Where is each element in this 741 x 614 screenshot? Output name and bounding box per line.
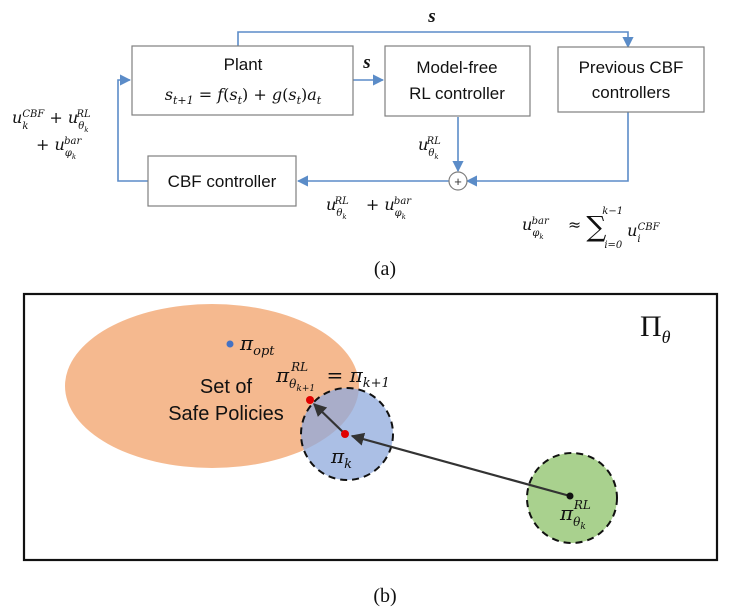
- prevcbf-to-sum-line: [465, 112, 629, 187]
- state-label-mid: s: [362, 52, 370, 73]
- plant-box: [131, 45, 354, 116]
- policy-space-diagram: Πθ Set of Safe Policies πopt πk πθkRL πθ…: [22, 292, 719, 607]
- cbf-controller-box: [147, 155, 297, 207]
- plant-equation: st+1 = f(st) + g(st)at: [165, 85, 322, 107]
- state-label-top: s: [427, 6, 435, 27]
- safe-set-line1: Set of: [200, 376, 253, 398]
- rl-to-pik-arrow: [350, 432, 571, 498]
- prev-cbf-box: [557, 46, 705, 113]
- block-diagram: Plant st+1 = f(st) + g(st)at Model-free …: [12, 6, 705, 280]
- rl-controller-box: [384, 45, 531, 117]
- cbf-to-plant-line: [117, 74, 148, 182]
- pi-opt-dot: [226, 340, 234, 348]
- plant-title: Plant: [224, 55, 263, 74]
- sum-junction: [448, 171, 468, 191]
- rl-output-label: uθkRL: [418, 135, 441, 161]
- rl-controller-line2: RL controller: [409, 84, 505, 103]
- left-input-line1: ukCBF + uθkRL: [12, 108, 91, 134]
- caption-b: (b): [373, 585, 396, 607]
- pi-next-dot: [306, 396, 314, 404]
- left-input-line2: + uφkbar: [36, 135, 82, 161]
- prev-cbf-line2: controllers: [592, 83, 670, 102]
- flow-lines: [117, 31, 634, 187]
- prev-cbf-line1: Previous CBF: [579, 58, 684, 77]
- cbf-controller-label: CBF controller: [168, 172, 277, 191]
- pi-rl-dot: [566, 492, 574, 500]
- safe-set-ellipse: [65, 304, 359, 468]
- pi-k-dot: [341, 430, 349, 438]
- pik-to-next-arrow: [313, 403, 346, 435]
- caption-a: (a): [374, 258, 396, 280]
- safe-set-line2: Safe Policies: [168, 403, 284, 425]
- bar-approx-label: uφkbar ≈ ∑ i=0k−1uiCBF: [522, 206, 661, 251]
- state-feedback-line: [237, 31, 634, 49]
- sum-symbol: +: [454, 174, 462, 189]
- sum-output-label: uθkRL + uφkbar: [326, 195, 412, 221]
- rl-controller-line1: Model-free: [416, 58, 497, 77]
